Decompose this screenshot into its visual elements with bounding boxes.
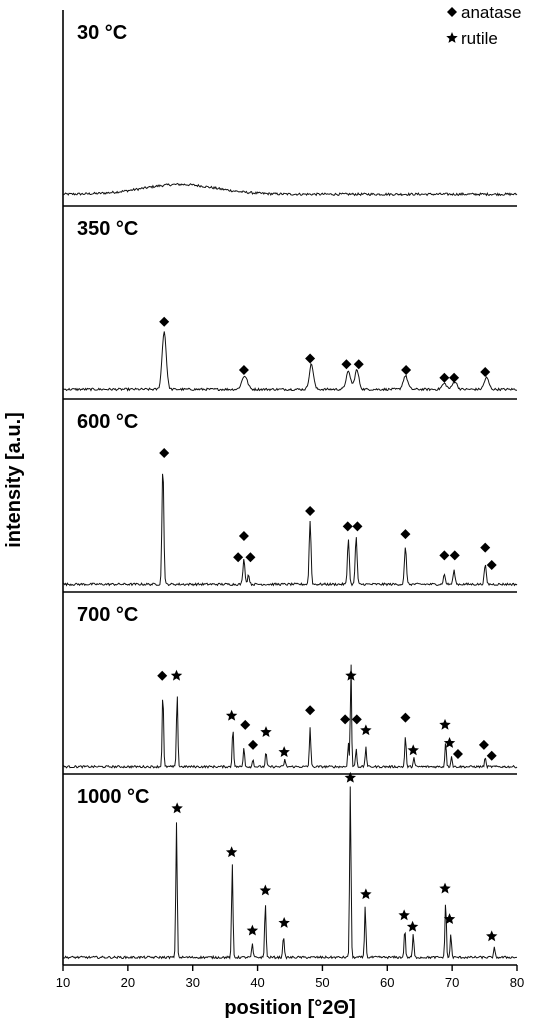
- rutile-marker: [278, 746, 290, 758]
- anatase-marker: [305, 505, 316, 516]
- x-tick-label: 30: [185, 975, 199, 990]
- x-tick-label: 80: [510, 975, 524, 990]
- anatase-marker: [480, 366, 491, 377]
- x-tick-label: 50: [315, 975, 329, 990]
- legend: anatase rutile: [446, 3, 522, 48]
- panel-5: 1000 °C: [62, 771, 518, 966]
- anatase-marker: [401, 365, 412, 376]
- legend-item-rutile: rutile: [446, 29, 498, 48]
- rutile-marker: [260, 726, 272, 737]
- legend-item-anatase: anatase: [447, 3, 522, 22]
- xrd-trace: [62, 331, 518, 392]
- rutile-marker: [443, 737, 456, 748]
- anatase-marker: [486, 750, 497, 761]
- anatase-marker: [340, 714, 351, 725]
- anatase-marker: [305, 705, 316, 716]
- anatase-marker: [238, 365, 249, 376]
- xrd-trace: [62, 182, 518, 197]
- legend-star-icon: [446, 32, 458, 43]
- panel-label: 30 °C: [77, 22, 127, 44]
- rutile-marker: [398, 909, 410, 921]
- rutile-marker: [407, 744, 419, 756]
- rutile-marker: [443, 913, 456, 925]
- panel-2: 350 °C: [62, 218, 518, 400]
- anatase-marker: [245, 552, 256, 563]
- rutile-marker: [406, 920, 419, 932]
- panel-1: 30 °C: [62, 22, 518, 207]
- x-tick-label: 10: [56, 975, 70, 990]
- x-tick-label: 40: [250, 975, 264, 990]
- rutile-marker: [225, 709, 238, 721]
- anatase-marker: [248, 739, 259, 750]
- anatase-marker: [439, 550, 450, 561]
- anatase-marker: [157, 670, 168, 681]
- anatase-marker: [159, 316, 170, 327]
- panel-3: 600 °C: [62, 411, 518, 593]
- panel-label: 1000 °C: [77, 786, 150, 808]
- anatase-marker: [341, 359, 352, 370]
- panel-label: 350 °C: [77, 218, 138, 240]
- panel-label: 700 °C: [77, 604, 138, 626]
- x-axis-title: position [°2Θ]: [224, 997, 355, 1019]
- anatase-marker: [305, 353, 316, 364]
- anatase-marker: [449, 550, 460, 561]
- anatase-marker: [240, 719, 251, 730]
- rutile-marker: [360, 888, 372, 900]
- rutile-marker: [486, 930, 498, 942]
- anatase-marker: [452, 748, 463, 759]
- panels-layer: 30 °C 350 °C 600 °C 700 °C 1000 °C: [62, 10, 518, 966]
- rutile-marker: [170, 669, 183, 681]
- y-axis-title: intensity [a.u.]: [3, 412, 25, 548]
- legend-diamond-icon: [447, 7, 457, 17]
- anatase-marker: [351, 714, 362, 725]
- rutile-marker: [246, 924, 259, 936]
- legend-label: rutile: [461, 29, 498, 48]
- xrd-trace: [62, 786, 518, 960]
- anatase-marker: [480, 542, 491, 553]
- rutile-marker: [345, 669, 357, 681]
- anatase-marker: [238, 531, 249, 542]
- x-tick-label: 20: [121, 975, 135, 990]
- x-axis: 10 20 30 40 50 60 70 80: [56, 965, 524, 990]
- rutile-marker: [171, 802, 183, 814]
- legend-label: anatase: [461, 3, 522, 22]
- x-tick-label: 70: [445, 975, 459, 990]
- rutile-marker: [360, 724, 372, 736]
- rutile-marker: [278, 916, 290, 928]
- anatase-marker: [486, 559, 497, 570]
- x-tick-label: 60: [380, 975, 394, 990]
- rutile-marker: [259, 884, 272, 896]
- rutile-marker: [439, 882, 451, 894]
- anatase-marker: [342, 521, 353, 532]
- rutile-marker: [344, 771, 357, 783]
- anatase-marker: [439, 372, 450, 383]
- anatase-marker: [159, 448, 170, 459]
- anatase-marker: [233, 552, 244, 563]
- anatase-marker: [478, 739, 489, 750]
- anatase-marker: [352, 521, 363, 532]
- rutile-marker: [225, 846, 238, 858]
- panel-label: 600 °C: [77, 411, 138, 433]
- anatase-marker: [353, 359, 364, 370]
- panel-4: 700 °C: [62, 604, 518, 775]
- anatase-marker: [449, 372, 460, 383]
- xrd-trace: [62, 473, 518, 587]
- xrd-trace: [62, 664, 518, 770]
- anatase-marker: [400, 712, 411, 723]
- rutile-marker: [439, 718, 451, 730]
- anatase-marker: [400, 529, 411, 540]
